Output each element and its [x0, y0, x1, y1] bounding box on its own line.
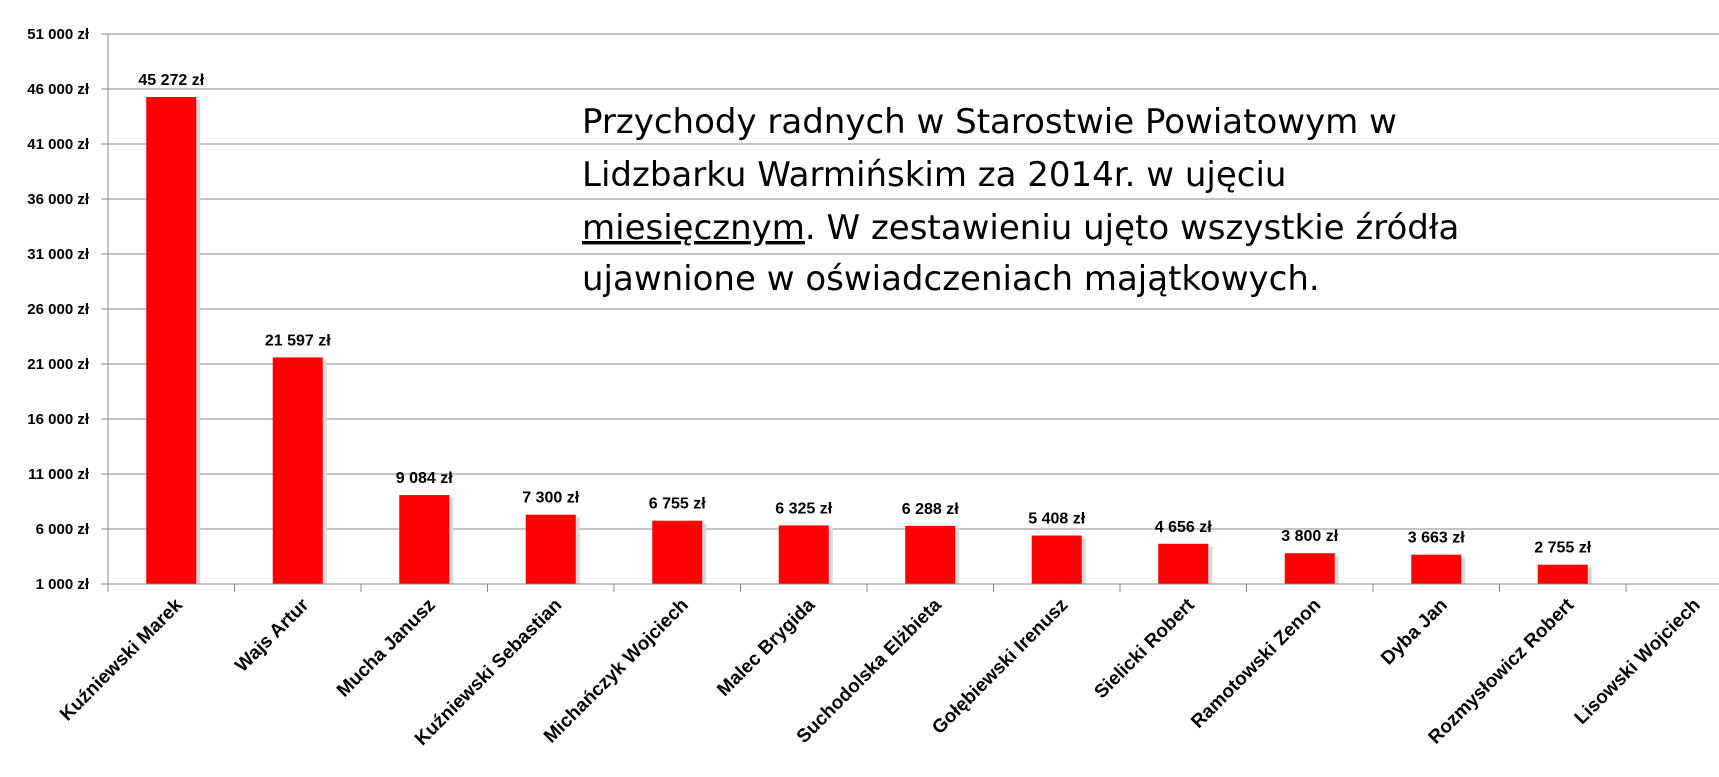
- title-line-2: Lidzbarku Warmińskim za 2014r. w ujęciu: [582, 155, 1286, 195]
- category-label: Sielicki Robert: [1091, 594, 1200, 703]
- bar: [272, 357, 323, 584]
- y-tick-label: 51 000 zł: [27, 26, 90, 43]
- y-tick-label: 11 000 zł: [28, 466, 90, 483]
- data-label: 21 597 zł: [265, 332, 331, 349]
- title-line-4: ujawnione w oświadczeniach majątkowych.: [582, 259, 1320, 299]
- y-tick-label: 1 000 zł: [36, 576, 90, 593]
- x-axis-labels: Kuźniewski Marek Wajs Artur Mucha JanuszKu…: [56, 594, 1705, 750]
- category-label: Suchodolska Elżbieta: [793, 594, 946, 747]
- bar: [1411, 554, 1462, 584]
- data-label: 45 272 zł: [138, 72, 204, 89]
- bar: [1537, 564, 1588, 584]
- axes: [101, 33, 1719, 592]
- category-label: Mucha Janusz: [333, 595, 440, 702]
- category-label: Kuźniewski Sebastian: [411, 595, 566, 750]
- y-tick-label: 6 000 zł: [36, 521, 90, 538]
- bar: [1031, 535, 1082, 584]
- y-tick-label: 41 000 zł: [27, 136, 90, 153]
- category-label: Wajs Artur: [231, 594, 313, 676]
- category-label: Rozmysłowicz Robert: [1425, 594, 1579, 748]
- y-tick-label: 16 000 zł: [27, 411, 90, 428]
- bar: [905, 525, 956, 584]
- data-label: 7 300 zł: [522, 490, 579, 507]
- data-label: 2 755 zł: [1534, 540, 1591, 557]
- bar: [1284, 553, 1335, 584]
- data-label: 6 755 zł: [649, 496, 706, 513]
- bar: [525, 514, 576, 584]
- category-label: Dyba Jan: [1377, 595, 1452, 670]
- category-label: Michańczyk Wojciech: [540, 595, 693, 748]
- category-label: Kuźniewski Marek: [56, 594, 187, 725]
- y-tick-label: 21 000 zł: [27, 356, 90, 373]
- data-label: 5 408 zł: [1028, 511, 1085, 528]
- bar: [1158, 543, 1209, 584]
- data-label: 6 325 zł: [775, 500, 832, 517]
- y-tick-label: 46 000 zł: [27, 81, 90, 98]
- bar: [399, 495, 450, 584]
- data-label: 6 288 zł: [902, 501, 959, 518]
- gridlines: [108, 33, 1719, 530]
- bar: [652, 520, 703, 584]
- category-label: Lisowski Wojciech: [1571, 595, 1705, 729]
- y-axis-labels: 1 000 zł 6 000 zł 11 000 zł 16 000 zł 21 000…: [27, 26, 90, 593]
- y-tick-label: 31 000 zł: [27, 246, 90, 263]
- bar: [146, 97, 197, 585]
- y-tick-label: 26 000 zł: [27, 301, 90, 318]
- title-line-1: Przychody radnych w Starostwie Powiatowy…: [582, 102, 1397, 142]
- bars: [146, 97, 1592, 585]
- title-line-3: miesięcznym. W zestawieniu ujęto wszystk…: [582, 208, 1459, 248]
- category-label: Ramotowski Zenon: [1187, 595, 1325, 733]
- chart-title: Przychody radnych w Starostwie Powiatowy…: [582, 102, 1459, 299]
- title-underlined-word: miesięcznym: [582, 208, 805, 248]
- data-label: 3 663 zł: [1408, 530, 1465, 547]
- data-labels: 45 272 zł 21 597 zł 9 084 zł 7 300 zł 6 755 …: [138, 72, 1591, 557]
- y-tick-label: 36 000 zł: [27, 191, 90, 208]
- category-label: Malec Brygida: [713, 594, 819, 700]
- data-label: 9 084 zł: [396, 470, 453, 487]
- bar: [778, 525, 829, 584]
- category-label: Gołębiewski Irenusz: [928, 595, 1072, 739]
- title-line-3-rest: . W zestawieniu ujęto wszystkie źródła: [805, 208, 1459, 248]
- data-label: 4 656 zł: [1155, 519, 1212, 536]
- data-label: 3 800 zł: [1281, 528, 1338, 545]
